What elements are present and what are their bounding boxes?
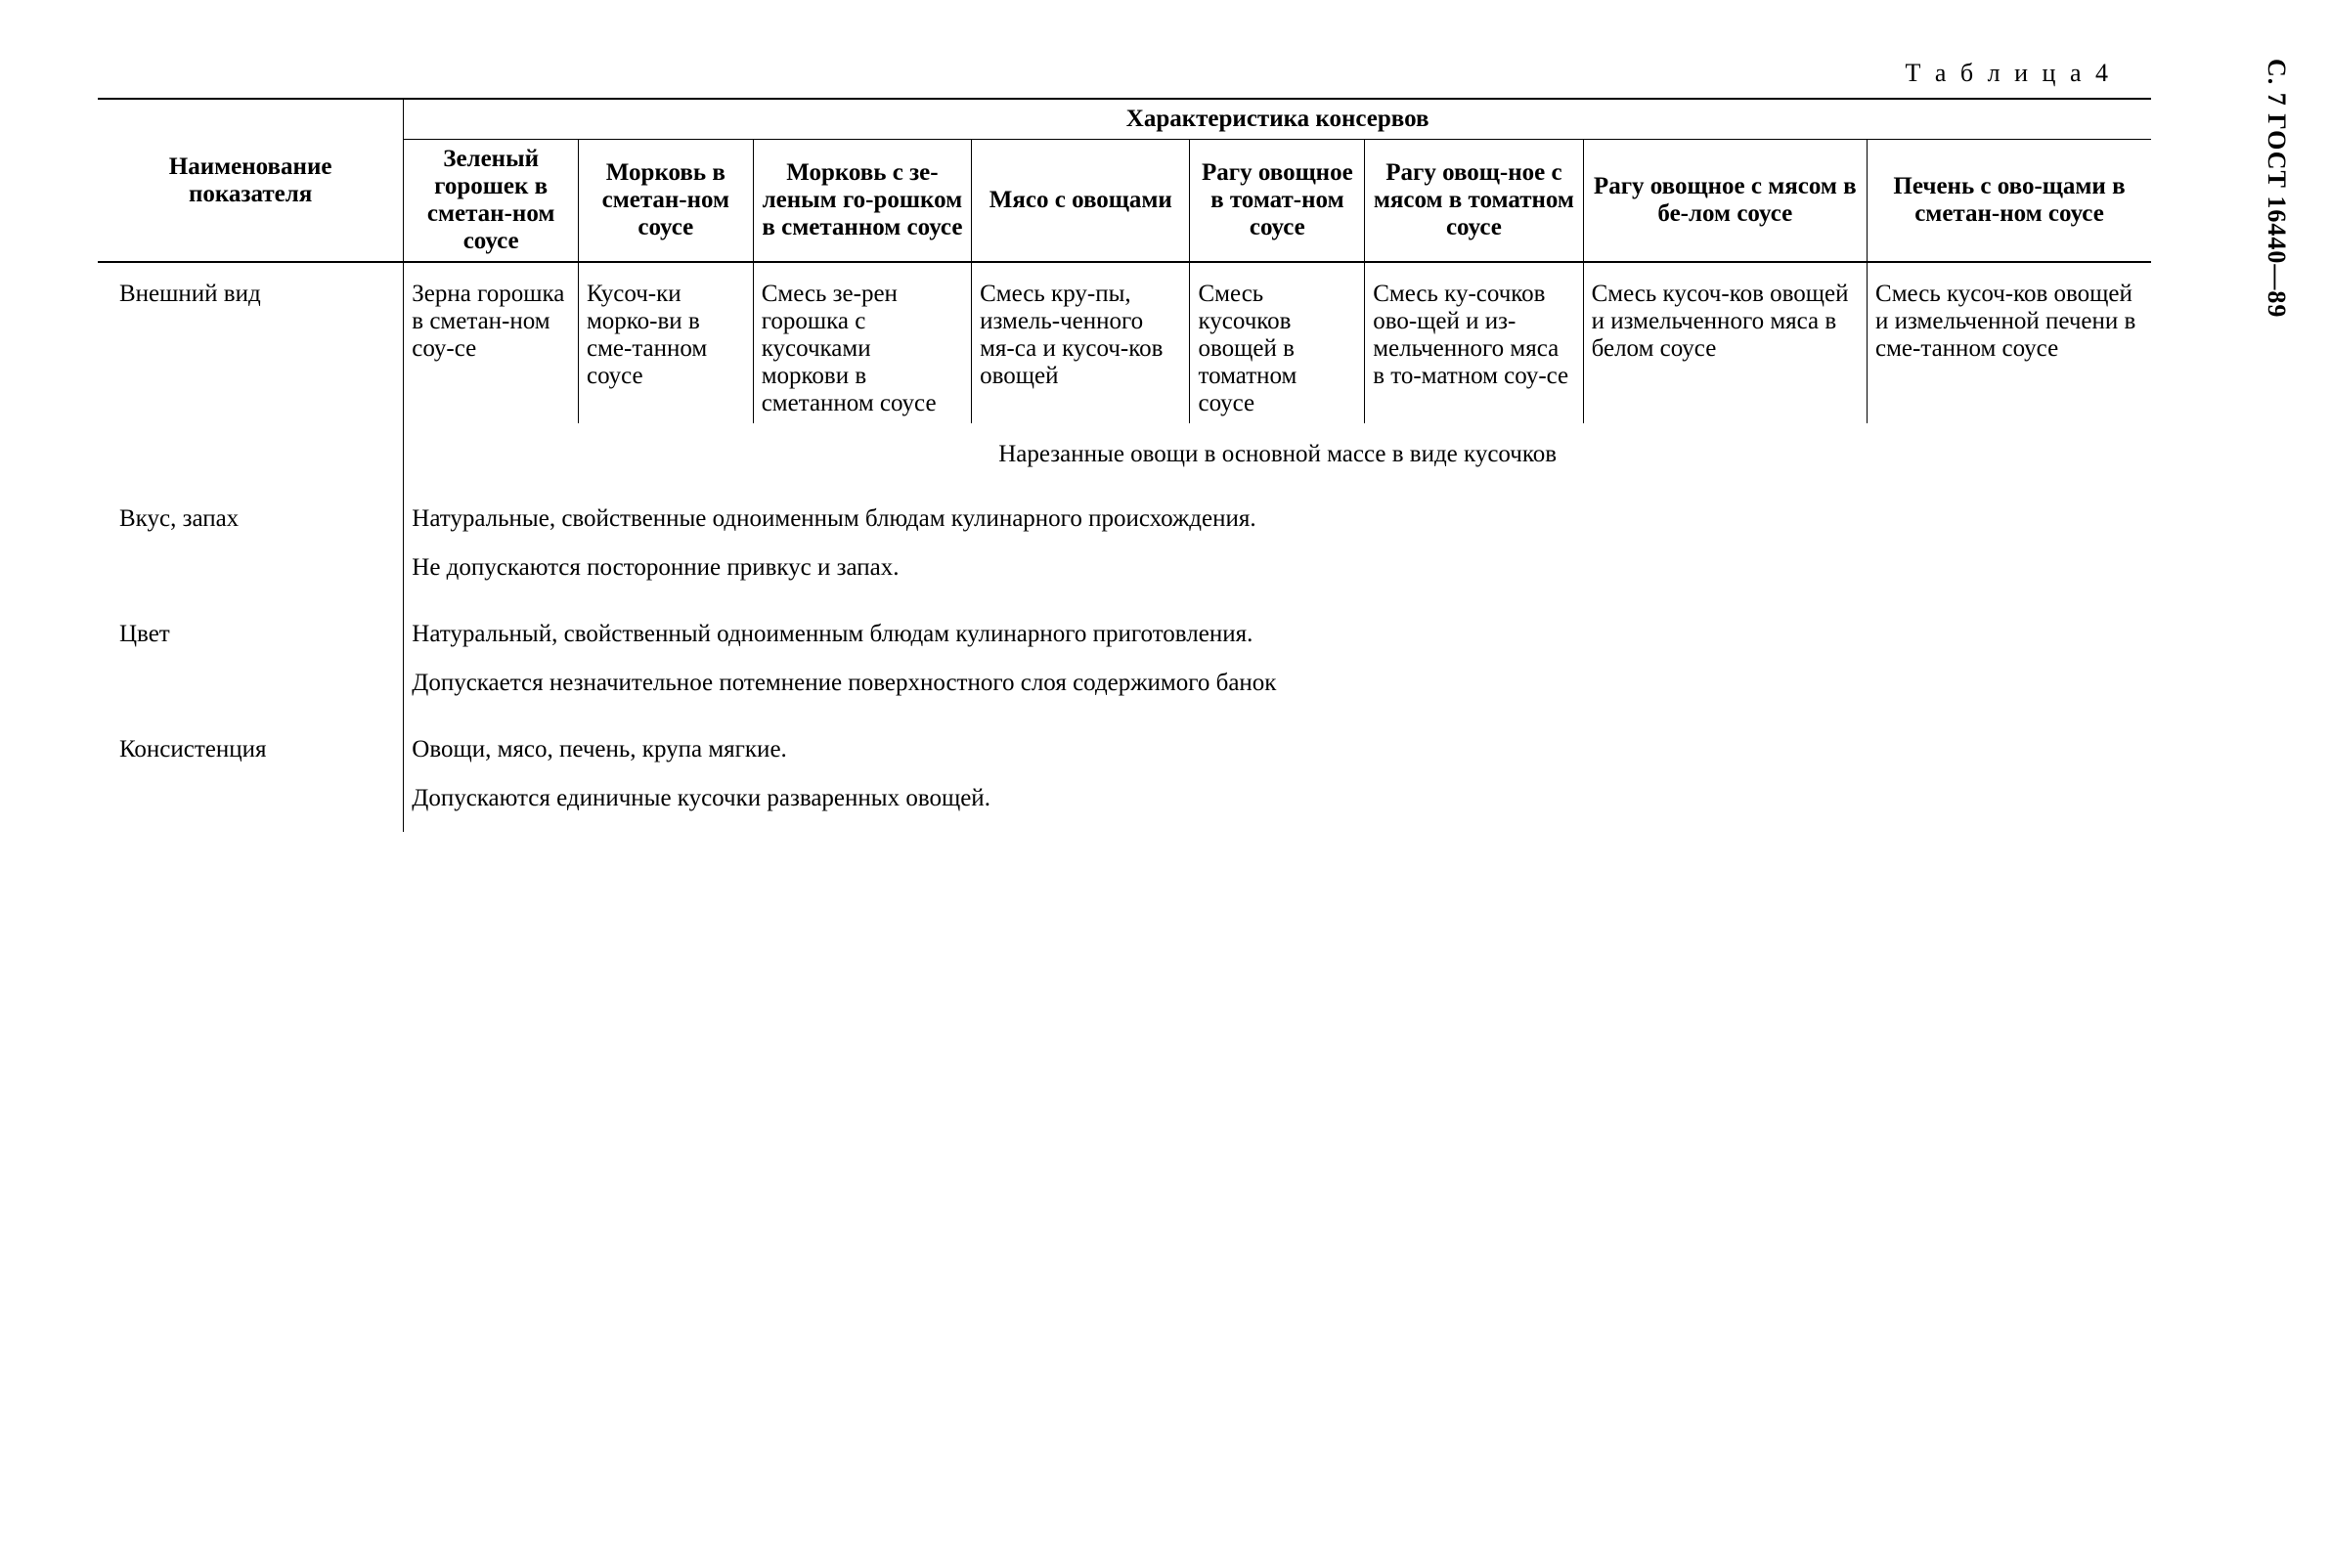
data-cell: Смесь ку-сочков ово-щей и из-мельченного…: [1365, 262, 1583, 423]
table-caption: Т а б л и ц а 4: [98, 59, 2151, 88]
note-cell: Нарезанные овощи в основной массе в виде…: [404, 423, 2151, 486]
col-header: Морковь с зе-леным го-рошком в сметанном…: [753, 140, 971, 263]
data-cell: Смесь кусочков овощей в томатном соусе: [1190, 262, 1365, 423]
col-header: Зеленый горошек в сметан-ном соусе: [404, 140, 579, 263]
table-row: Консистенция Овощи, мясо, печень, крупа …: [98, 717, 2151, 832]
col-header: Морковь в сметан-ном соусе: [578, 140, 753, 263]
data-cell: Натуральный, свойственный одноименным бл…: [404, 601, 2151, 717]
col-header: Мясо с овощами: [972, 140, 1190, 263]
text-line: Не допускаются посторонние привкус и зап…: [412, 554, 2143, 582]
data-cell: Смесь зе-рен горошка с кусочками моркови…: [753, 262, 971, 423]
table-row: Нарезанные овощи в основной массе в виде…: [98, 423, 2151, 486]
col-header-param: Наименование показателя: [98, 99, 404, 262]
data-cell: Смесь кусоч-ков овощей и измельченной пе…: [1868, 262, 2151, 423]
param-cell: Цвет: [98, 601, 404, 717]
table-row: Цвет Натуральный, свойственный одноименн…: [98, 601, 2151, 717]
col-header: Рагу овощное с мясом в бе-лом соусе: [1583, 140, 1867, 263]
data-cell: Кусоч-ки морко-ви в сме-танном соусе: [578, 262, 753, 423]
specification-table: Наименование показателя Характеристика к…: [98, 98, 2151, 832]
param-cell: Консистенция: [98, 717, 404, 832]
param-cell: Вкус, запах: [98, 486, 404, 601]
col-header: Рагу овощ-ное с мясом в томатном соусе: [1365, 140, 1583, 263]
text-line: Допускается незначительное потемнение по…: [412, 670, 2143, 697]
page-content: Т а б л и ц а 4 Наименование показателя …: [98, 59, 2151, 832]
page-side-header: С. 7 ГОСТ 16440—89: [2262, 59, 2291, 318]
data-cell: Овощи, мясо, печень, крупа мягкие. Допус…: [404, 717, 2151, 832]
data-cell: Смесь кусоч-ков овощей и измельченного м…: [1583, 262, 1867, 423]
col-header: Печень с ово-щами в сметан-ном соусе: [1868, 140, 2151, 263]
col-header-group: Характеристика консервов: [404, 99, 2151, 140]
text-line: Натуральный, свойственный одноименным бл…: [412, 621, 2143, 648]
param-cell: Внешний вид: [98, 262, 404, 423]
table-row: Внешний вид Зерна горошка в сметан-ном с…: [98, 262, 2151, 423]
col-header: Рагу овощное в томат-ном соусе: [1190, 140, 1365, 263]
table-row: Вкус, запах Натуральные, свойственные од…: [98, 486, 2151, 601]
text-line: Овощи, мясо, печень, крупа мягкие.: [412, 736, 2143, 763]
text-line: Допускаются единичные кусочки разваренны…: [412, 785, 2143, 812]
text-line: Натуральные, свойственные одноименным бл…: [412, 505, 2143, 533]
data-cell: Смесь кру-пы, измель-ченного мя-са и кус…: [972, 262, 1190, 423]
data-cell: Натуральные, свойственные одноименным бл…: [404, 486, 2151, 601]
data-cell: Зерна горошка в сметан-ном соу-се: [404, 262, 579, 423]
